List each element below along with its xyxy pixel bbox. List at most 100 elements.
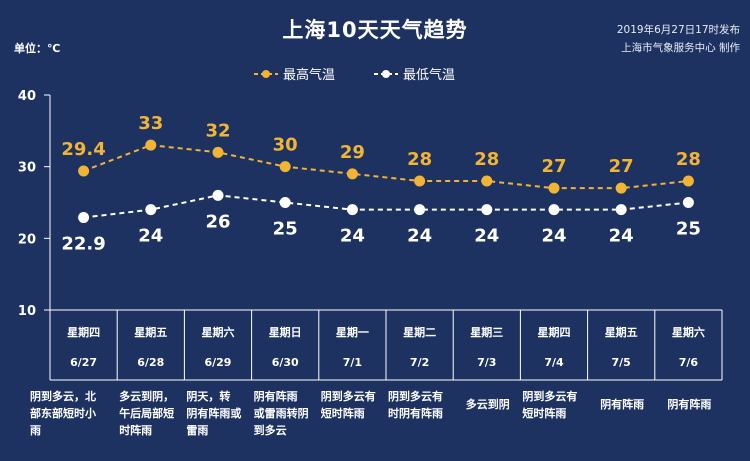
weather-description: 阴到多云有 短时阵雨 [321, 388, 386, 422]
weather-description-line: 阴到多云有 [320, 390, 376, 403]
date-label: 7/3 [477, 356, 497, 369]
high-temp-label: 29.4 [61, 139, 105, 160]
weather-description: 多云到阴， 午后局部短 时阵雨 [119, 388, 184, 439]
high-temp-point [414, 175, 426, 187]
weather-description: 阴到多云有时阴有阵雨 [388, 388, 453, 422]
y-tick-label: 20 [18, 232, 36, 247]
high-temp-label: 27 [541, 156, 566, 177]
low-temp-label: 24 [474, 226, 499, 247]
y-tick-label: 10 [18, 304, 36, 319]
weekday-label: 星期二 [403, 326, 437, 339]
date-label: 6/28 [137, 356, 165, 369]
weather-description-line: 阴有阵雨 [253, 390, 298, 403]
weather-description: 阴有阵雨 [590, 396, 655, 413]
low-temp-point [212, 189, 224, 201]
high-temp-label: 33 [138, 113, 163, 134]
weather-description-line: 阴有阵雨 [667, 398, 712, 411]
weekday-label: 星期三 [470, 326, 504, 339]
weather-description: 阴到多云有 短时阵雨 [522, 388, 587, 422]
high-temp-label: 29 [340, 142, 365, 163]
unit-label: 单位：℃ [14, 42, 61, 55]
low-temp-point [481, 204, 493, 216]
low-temp-point [346, 204, 358, 216]
weekday-label: 星期五 [134, 326, 168, 339]
weekday-label: 星期日 [268, 326, 302, 339]
low-temp-label: 24 [138, 226, 163, 247]
weather-description-line: 部东部短时小 [30, 407, 96, 420]
date-label: 7/5 [611, 356, 631, 369]
high-temp-point [346, 168, 358, 180]
high-temp-point [279, 161, 291, 173]
legend-low-marker-icon [374, 69, 398, 78]
high-temp-point [615, 182, 627, 194]
weather-description-line: 时阵雨 [119, 424, 153, 437]
high-temp-label: 28 [474, 149, 499, 170]
high-temp-label: 28 [676, 149, 701, 170]
weather-description: 多云到阴 [455, 396, 520, 413]
legend-high: 最高气温 [253, 64, 335, 83]
weather-description: 阴有阵雨 [657, 396, 722, 413]
date-label: 6/27 [70, 356, 98, 369]
date-label: 7/2 [409, 356, 430, 369]
weekday-label: 星期四 [537, 326, 571, 339]
legend-high-marker-icon [254, 69, 278, 78]
weather-description-line: 阴到多云有 [388, 390, 443, 403]
publish-time: 2019年6月27日17时发布 [616, 24, 740, 36]
high-temp-label: 32 [205, 120, 230, 141]
date-label: 7/6 [678, 356, 699, 369]
low-temp-point [414, 204, 426, 216]
weekday-label: 星期五 [604, 326, 638, 339]
y-tick-label: 40 [18, 89, 36, 104]
weekday-label: 星期四 [67, 326, 101, 339]
date-label: 6/30 [271, 356, 299, 369]
legend-low: 最低气温 [373, 64, 455, 83]
date-label: 7/1 [342, 356, 363, 369]
weather-description: 阴到多云，北 部东部短时小雨 [30, 388, 115, 439]
legend-high-label: 最高气温 [283, 68, 336, 83]
low-temp-label: 24 [340, 226, 365, 247]
weekday-label: 星期六 [201, 326, 235, 339]
weather-description-line: 雷雨 [186, 424, 209, 437]
weather-description-line: 阴天，转 [186, 390, 231, 403]
low-temp-point [279, 197, 291, 208]
low-temp-label: 24 [609, 226, 634, 247]
weekday-label: 星期一 [335, 326, 369, 339]
weather-description-line: 阴到多云有 [522, 390, 578, 403]
weather-description-line: 雨 [30, 424, 41, 437]
high-temp-point [145, 139, 157, 151]
high-temp-label: 27 [609, 156, 634, 177]
weather-description-line: 短时阵雨 [320, 407, 365, 420]
publisher-name: 上海市气象服务中心 制作 [621, 42, 740, 54]
y-tick-label: 30 [18, 161, 36, 176]
low-temp-label: 24 [407, 226, 432, 247]
date-label: 6/29 [204, 356, 232, 369]
date-label: 7/4 [544, 356, 564, 369]
low-temp-point [78, 212, 90, 224]
weather-description-line: 阴有阵雨 [600, 398, 645, 411]
low-temp-line [83, 194, 689, 219]
low-temp-label: 24 [541, 226, 566, 247]
high-temp-point [548, 182, 560, 194]
weather-description-line: 到多云 [253, 424, 287, 437]
weather-description: 阴有阵雨或雷雨转阴到多云 [254, 388, 319, 439]
low-temp-point [615, 204, 627, 216]
weather-description-line: 短时阵雨 [522, 407, 567, 420]
low-temp-point [548, 204, 560, 216]
low-temp-label: 22.9 [61, 234, 105, 255]
weather-description-line: 阴到多云，北 [30, 390, 96, 403]
high-temp-point [78, 165, 90, 177]
weather-description-line: 或雷雨转阴 [253, 407, 309, 420]
chart-title: 上海10天天气趋势 [282, 18, 468, 42]
weather-description-line: 多云到阴， [119, 390, 175, 403]
low-temp-label: 26 [205, 211, 230, 232]
high-temp-point [212, 146, 224, 158]
weather-description-line: 时阴有阵雨 [388, 407, 443, 420]
high-temp-label: 28 [407, 149, 432, 170]
weather-description-line: 阴有阵雨或 [186, 407, 242, 420]
weekday-label: 星期六 [671, 326, 705, 339]
weather-description-line: 多云到阴 [465, 398, 510, 411]
high-temp-label: 30 [273, 135, 298, 156]
high-temp-line [83, 144, 689, 190]
low-temp-point [682, 197, 694, 208]
